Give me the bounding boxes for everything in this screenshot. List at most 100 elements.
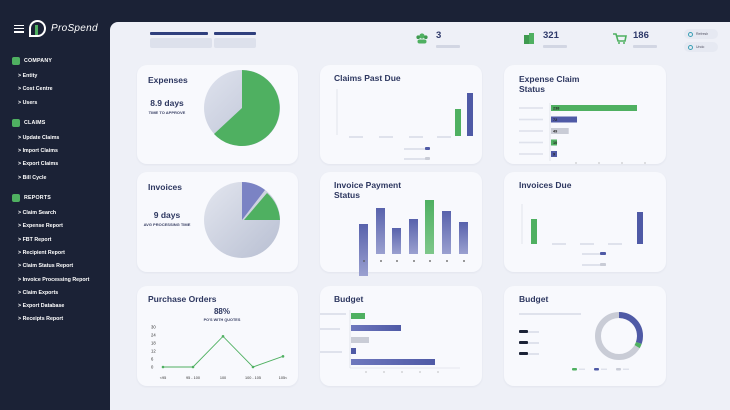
bar (637, 212, 643, 244)
bar (376, 208, 385, 254)
bar (459, 222, 468, 254)
bar (551, 139, 557, 146)
sidebar-item[interactable]: > Bill Cycle (18, 174, 47, 181)
sidebar-item[interactable]: > Import Claims (18, 148, 58, 155)
sidebar-item[interactable]: > Export Database (18, 303, 65, 310)
nav-section-header[interactable]: COMPANY (12, 56, 108, 66)
brand-name: ProSpend (51, 23, 98, 34)
bar (351, 313, 365, 319)
bar (551, 105, 637, 111)
building-icon (524, 33, 534, 44)
menu-icon[interactable] (14, 24, 24, 33)
sidebar-item[interactable]: > FBT Report (18, 236, 52, 243)
stat-buildings[interactable]: 321 (523, 30, 567, 48)
x-tick-label: 95 - 100 (186, 376, 200, 380)
company-icon (12, 57, 20, 65)
claims-icon (12, 118, 20, 127)
card-title: Invoices Due (519, 180, 572, 190)
sidebar: ProSpend COMPANY > Entity > Cost Centre > U… (0, 0, 110, 410)
refresh-button[interactable]: Refresh (684, 29, 718, 39)
stat-caption-line (543, 45, 567, 48)
bar-label: 49 (553, 130, 557, 134)
topbar-placeholder-field[interactable] (214, 38, 256, 48)
sidebar-item[interactable]: > Recipient Report (18, 249, 65, 256)
card-title: Claims Past Due (334, 73, 401, 83)
sidebar-item[interactable]: > Update Claims (18, 134, 60, 141)
topbar-placeholder-field[interactable] (150, 38, 212, 48)
x-tick-label: <95 (160, 376, 166, 380)
data-point (281, 355, 285, 358)
y-tick-label: 30 (151, 325, 156, 330)
stat-value: 186 (633, 30, 649, 41)
sidebar-item[interactable]: > Entity (18, 73, 38, 79)
bar (392, 228, 401, 254)
nav-section-company: COMPANY > Entity > Cost Centre > Users (12, 56, 108, 110)
nav-section-label: CLAIMS (24, 119, 46, 126)
topbar-placeholder-line (214, 32, 256, 35)
bar-label: 238 (553, 107, 559, 111)
card-title: Budget (519, 294, 549, 304)
card-budget-bars[interactable]: Budget (320, 286, 482, 386)
card-invoices-due[interactable]: Invoices Due (504, 172, 666, 272)
nav-section-claims: CLAIMS > Update Claims > Import Claims > Ex… (12, 118, 108, 185)
refresh-icon (688, 44, 693, 50)
nav-section-header[interactable]: REPORTS (12, 193, 108, 203)
po-caption: PO'S WITH QUOTES (203, 318, 241, 322)
nav-section-header[interactable]: CLAIMS (12, 118, 108, 128)
sidebar-item[interactable]: > Expense Report (18, 223, 63, 230)
card-title: Purchase Orders (148, 294, 217, 304)
prospend-logo-icon (29, 20, 46, 37)
card-expenses[interactable]: Expenses 8.9 days TIME TO APPROVE (137, 65, 298, 164)
refresh-icon (688, 31, 693, 37)
card-purchase-orders[interactable]: Purchase Orders 88% PO'S WITH QUOTES 30 2… (137, 286, 298, 386)
sidebar-item[interactable]: > Claim Exports (18, 289, 59, 296)
card-expense-claim-status[interactable]: Expense Claim Status 238 72 49 10 9 (504, 65, 666, 164)
bar (351, 337, 369, 343)
card-title: Invoice Payment Status (334, 180, 402, 200)
sidebar-nav: COMPANY > Entity > Cost Centre > Users CLAIM… (12, 56, 108, 333)
card-claims-past-due[interactable]: Claims Past Due (320, 65, 482, 164)
bar (551, 128, 569, 134)
stat-users[interactable]: 3 (416, 30, 460, 48)
y-tick-label: 0 (151, 365, 154, 370)
cart-icon (613, 33, 627, 44)
nav-section-reports: REPORTS > Claim Search > Expense Report > F… (12, 193, 108, 327)
sidebar-item[interactable]: > Export Claims (18, 161, 59, 168)
stat-orders[interactable]: 186 (613, 30, 657, 48)
card-title: Expense Claim Status (519, 74, 580, 94)
data-point (191, 365, 195, 369)
sidebar-item[interactable]: > Invoice Processing Report (18, 276, 90, 283)
bar-label: 72 (553, 118, 557, 122)
brand: ProSpend (14, 20, 98, 37)
expenses-pie-chart (204, 70, 280, 146)
card-title: Budget (334, 294, 364, 304)
sidebar-item[interactable]: > Receipts Report (18, 316, 64, 323)
bar (467, 93, 473, 136)
bar (351, 325, 401, 331)
stat-value: 321 (543, 30, 559, 41)
sidebar-item[interactable]: > Cost Centre (18, 86, 53, 93)
bar-label: 9 (553, 153, 555, 157)
reports-icon (12, 194, 20, 203)
y-tick-label: 24 (151, 333, 156, 338)
y-tick-label: 6 (151, 357, 154, 362)
stat-caption-line (436, 45, 460, 48)
stat-value: 3 (436, 30, 442, 41)
sidebar-item[interactable]: > Claim Status Report (18, 263, 74, 270)
invoices-caption: AVG PROCESSING TIME (143, 222, 191, 227)
sidebar-item[interactable]: > Users (18, 99, 38, 106)
card-invoice-payment-status[interactable]: Invoice Payment Status (320, 172, 482, 276)
invoices-pie-chart (204, 182, 280, 258)
bar (359, 224, 368, 276)
data-point (161, 365, 165, 369)
bar (551, 151, 557, 157)
pie-slice-approved (214, 70, 280, 146)
card-invoices[interactable]: Invoices 9 days AVG PROCESSING TIME (137, 172, 298, 272)
undo-label: Undo (696, 45, 705, 49)
card-budget-donut[interactable]: Budget (504, 286, 666, 386)
bar-label: 10 (553, 141, 557, 145)
data-point (221, 335, 225, 338)
sidebar-item[interactable]: > Claim Search (18, 210, 57, 217)
undo-button[interactable]: Undo (684, 42, 718, 52)
x-tick-label: 105< (279, 376, 288, 380)
